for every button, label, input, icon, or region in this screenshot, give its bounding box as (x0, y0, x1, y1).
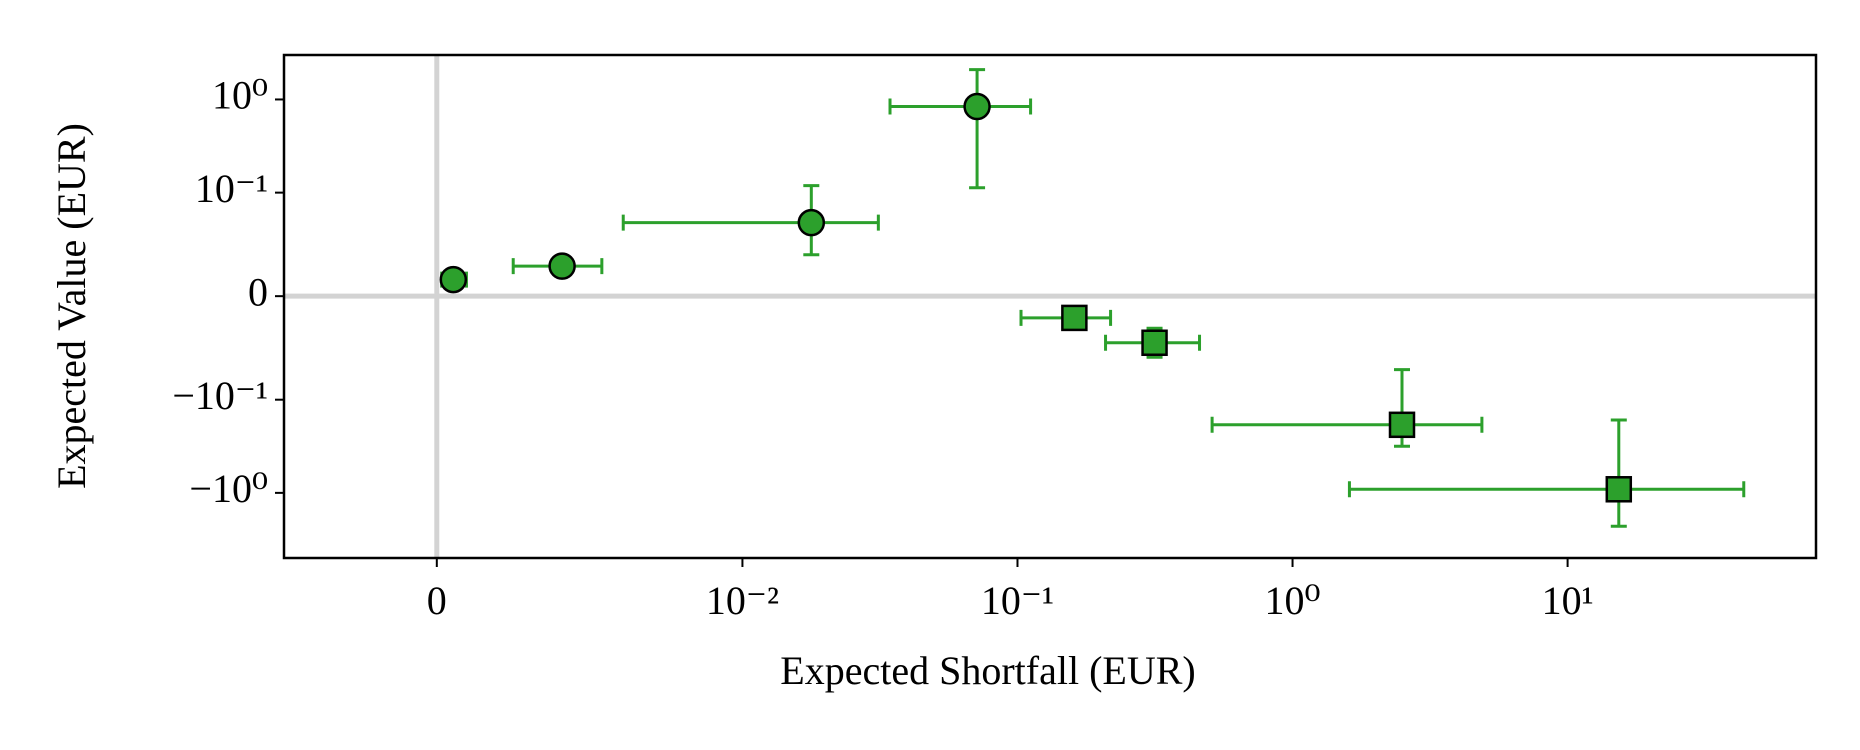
y-tick-label: 0 (248, 269, 268, 314)
x-tick-label: 0 (427, 578, 447, 623)
x-error-bar (1210, 416, 1484, 433)
x-error-bar (621, 214, 880, 231)
y-tick-label: 10⁻¹ (195, 166, 268, 211)
x-tick-label: 10¹ (1542, 578, 1594, 623)
x-tick-label: 10⁻¹ (981, 578, 1054, 623)
x-error-bar (888, 98, 1033, 115)
y-axis-label: Expected Value (EUR) (49, 123, 94, 489)
x-tick-label: 10⁰ (1265, 578, 1321, 623)
marker (1141, 329, 1168, 357)
marker (548, 252, 576, 280)
y-error-bar (1610, 418, 1627, 528)
marker (1605, 476, 1633, 503)
x-axis-label: Expected Shortfall (EUR) (780, 648, 1195, 693)
y-error-bar (969, 68, 986, 190)
y-tick-label: −10⁻¹ (172, 373, 268, 418)
y-tick-label: 10⁰ (212, 73, 268, 118)
marker (797, 208, 826, 237)
x-error-bar (1347, 481, 1746, 498)
marker (1388, 411, 1416, 439)
plot-frame (282, 53, 1818, 560)
marker (439, 265, 468, 294)
marker (963, 92, 991, 121)
marker (1061, 304, 1088, 332)
y-tick-label: −10⁰ (189, 466, 268, 511)
x-tick-label: 10⁻² (706, 578, 779, 623)
